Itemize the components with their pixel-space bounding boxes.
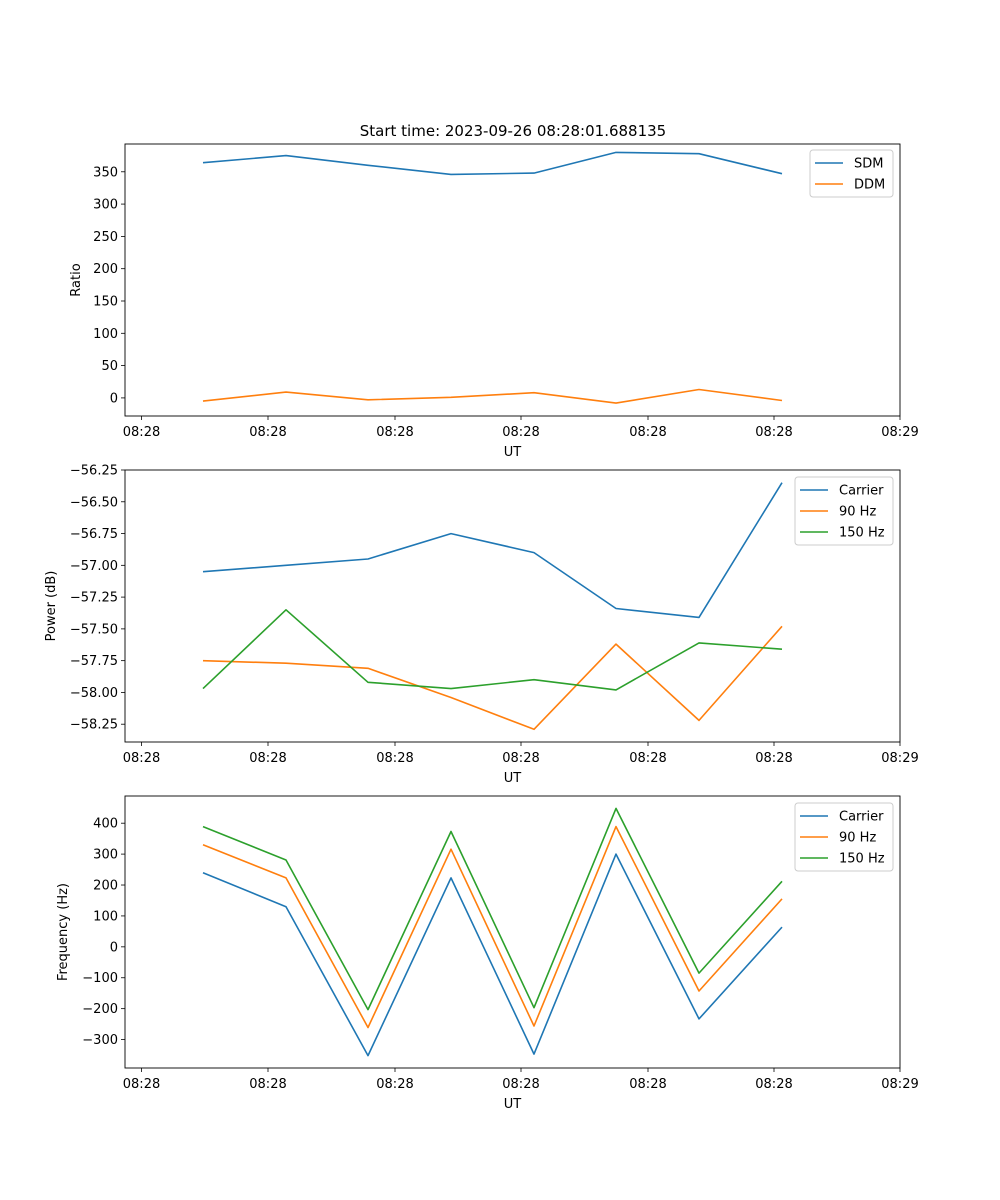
x-tick-label: 08:29 — [881, 751, 918, 766]
y-tick-label: 0 — [110, 940, 118, 955]
frequency-series-carrier — [202, 853, 783, 1057]
y-tick-label: 150 — [93, 294, 118, 309]
y-tick-label: 200 — [93, 262, 118, 277]
frequency-x-axis-label: UT — [504, 1097, 522, 1112]
y-tick-label: 100 — [93, 327, 118, 342]
x-tick-label: 08:29 — [881, 425, 918, 440]
y-tick-label: 200 — [93, 879, 118, 894]
y-tick-label: 0 — [110, 391, 118, 406]
y-tick-label: 100 — [93, 909, 118, 924]
frequency-legend: Carrier 90 Hz 150 Hz — [794, 802, 894, 872]
y-tick-label: −57.25 — [70, 591, 118, 606]
x-tick-label: 08:28 — [123, 751, 160, 766]
y-tick-label: −56.25 — [70, 464, 118, 479]
frequency-series-150-hz — [202, 807, 783, 1011]
frequency-axes-frame — [124, 795, 901, 1069]
ratio-series-sdm — [202, 151, 783, 176]
power-series-90-hz — [202, 625, 783, 731]
x-tick-label: 08:28 — [755, 425, 792, 440]
y-tick-label: 300 — [93, 848, 118, 863]
y-tick-label: −57.50 — [70, 622, 118, 637]
x-tick-label: 08:28 — [376, 425, 413, 440]
y-tick-label: −56.75 — [70, 527, 118, 542]
legend-label: DDM — [854, 178, 885, 193]
x-tick-label: 08:28 — [502, 425, 539, 440]
power-series-150-hz — [202, 608, 783, 691]
y-tick-label: 400 — [93, 817, 118, 832]
power-series-carrier — [202, 482, 783, 619]
y-tick-label: −58.00 — [70, 686, 118, 701]
x-tick-label: 08:28 — [755, 1077, 792, 1092]
frequency-y-axis-label: Frequency (Hz) — [56, 883, 71, 981]
y-tick-label: −56.50 — [70, 495, 118, 510]
ratio-x-axis-label: UT — [504, 445, 522, 460]
ratio-series-ddm — [202, 388, 783, 404]
x-tick-label: 08:28 — [249, 425, 286, 440]
power-y-axis-label: Power (dB) — [44, 571, 59, 642]
x-tick-label: 08:28 — [376, 751, 413, 766]
legend-label: 90 Hz — [839, 505, 876, 520]
x-tick-label: 08:28 — [249, 751, 286, 766]
y-tick-label: −58.25 — [70, 718, 118, 733]
legend-label: 90 Hz — [839, 831, 876, 846]
x-tick-label: 08:28 — [629, 751, 666, 766]
y-tick-label: 50 — [101, 359, 118, 374]
y-tick-label: −200 — [82, 1002, 118, 1017]
x-tick-label: 08:28 — [123, 425, 160, 440]
legend-label: Carrier — [839, 484, 884, 499]
x-tick-label: 08:28 — [502, 751, 539, 766]
y-tick-label: 300 — [93, 198, 118, 213]
ratio-panel: 08:28 08:28 08:28 08:28 08:28 08:28 08:29 0 50 10… — [69, 143, 919, 460]
y-tick-label: −57.75 — [70, 654, 118, 669]
y-tick-label: −100 — [82, 971, 118, 986]
y-tick-label: 250 — [93, 230, 118, 245]
legend-label: 150 Hz — [839, 852, 885, 867]
x-tick-label: 08:28 — [629, 1077, 666, 1092]
figure-title: Start time: 2023-09-26 08:28:01.688135 — [360, 122, 666, 140]
ratio-legend: SDM DDM — [809, 149, 894, 198]
power-legend: Carrier 90 Hz 150 Hz — [794, 476, 894, 546]
x-tick-label: 08:28 — [249, 1077, 286, 1092]
y-tick-label: −57.00 — [70, 559, 118, 574]
power-panel: 08:28 08:28 08:28 08:28 08:28 08:28 08:29 −58.2… — [44, 464, 919, 787]
x-tick-label: 08:28 — [755, 751, 792, 766]
power-x-axis-label: UT — [504, 771, 522, 786]
y-tick-label: −300 — [82, 1033, 118, 1048]
legend-box — [794, 476, 894, 546]
legend-label: SDM — [854, 157, 883, 172]
x-tick-label: 08:28 — [376, 1077, 413, 1092]
ratio-y-axis-label: Ratio — [69, 263, 84, 296]
x-tick-label: 08:29 — [881, 1077, 918, 1092]
x-tick-label: 08:28 — [629, 425, 666, 440]
legend-label: Carrier — [839, 810, 884, 825]
legend-box — [809, 149, 894, 198]
power-axes-frame — [124, 469, 901, 743]
frequency-series-90-hz — [202, 825, 783, 1029]
frequency-panel: 08:28 08:28 08:28 08:28 08:28 08:28 08:29 −300 −… — [56, 795, 919, 1112]
y-tick-label: 350 — [93, 165, 118, 180]
x-tick-label: 08:28 — [123, 1077, 160, 1092]
legend-box — [794, 802, 894, 872]
ratio-axes-frame — [124, 143, 901, 417]
legend-label: 150 Hz — [839, 526, 885, 541]
x-tick-label: 08:28 — [502, 1077, 539, 1092]
